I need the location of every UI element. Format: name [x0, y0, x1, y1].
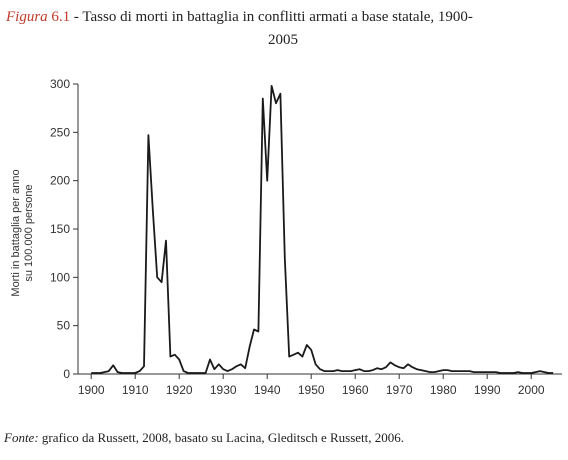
x-tick-label: 1910 — [122, 383, 149, 397]
x-tick-label: 1920 — [166, 383, 193, 397]
x-tick-label: 2000 — [518, 383, 545, 397]
figure-number: 6.1 — [51, 9, 71, 25]
y-tick-label: 250 — [50, 125, 70, 139]
y-axis: 0 50 100 150 200 250 300 — [50, 77, 79, 381]
x-tick-label: 1950 — [298, 383, 325, 397]
x-tick-label: 1900 — [78, 383, 105, 397]
x-axis: 1900 1910 1920 1930 1940 1950 1960 1970 1980 1990… — [78, 373, 562, 397]
series-line — [91, 84, 554, 374]
y-tick-label: 100 — [50, 270, 70, 284]
y-tick-label: 150 — [50, 222, 70, 236]
source-text: grafico da Russett, 2008, basato su Laci… — [38, 430, 405, 445]
y-axis-title-line: Morti in battaglia per anno — [10, 169, 22, 296]
x-tick-label: 1980 — [430, 383, 457, 397]
x-tick-label: 1990 — [474, 383, 501, 397]
line-chart: Morti in battaglia per annosu 100.000 pe… — [10, 77, 562, 397]
x-tick-label: 1940 — [254, 383, 281, 397]
y-tick-label: 0 — [63, 367, 70, 381]
x-tick-label: 1970 — [386, 383, 413, 397]
y-axis-title-line: su 100.000 persone — [23, 184, 35, 281]
x-tick-label: 1960 — [342, 383, 369, 397]
source-label: Fonte: — [4, 430, 39, 445]
source-note: Fonte: grafico da Russett, 2008, basato … — [4, 430, 404, 446]
caption-text-1: - Tasso di morti in battaglia in conflit… — [70, 9, 473, 25]
y-tick-label: 200 — [50, 174, 70, 188]
y-axis-label: Morti in battaglia per annosu 100.000 pe… — [10, 169, 35, 296]
x-tick-label: 1930 — [210, 383, 237, 397]
caption-line-1: Figura 6.1 - Tasso di morti in battaglia… — [6, 6, 473, 29]
y-axis-title: Morti in battaglia per annosu 100.000 pe… — [10, 169, 35, 296]
series-group — [91, 84, 554, 374]
caption-line-2: 2005 — [268, 32, 298, 48]
figure-label: Figura — [6, 9, 48, 25]
y-tick-label: 50 — [57, 319, 71, 333]
y-tick-label: 300 — [50, 77, 70, 91]
